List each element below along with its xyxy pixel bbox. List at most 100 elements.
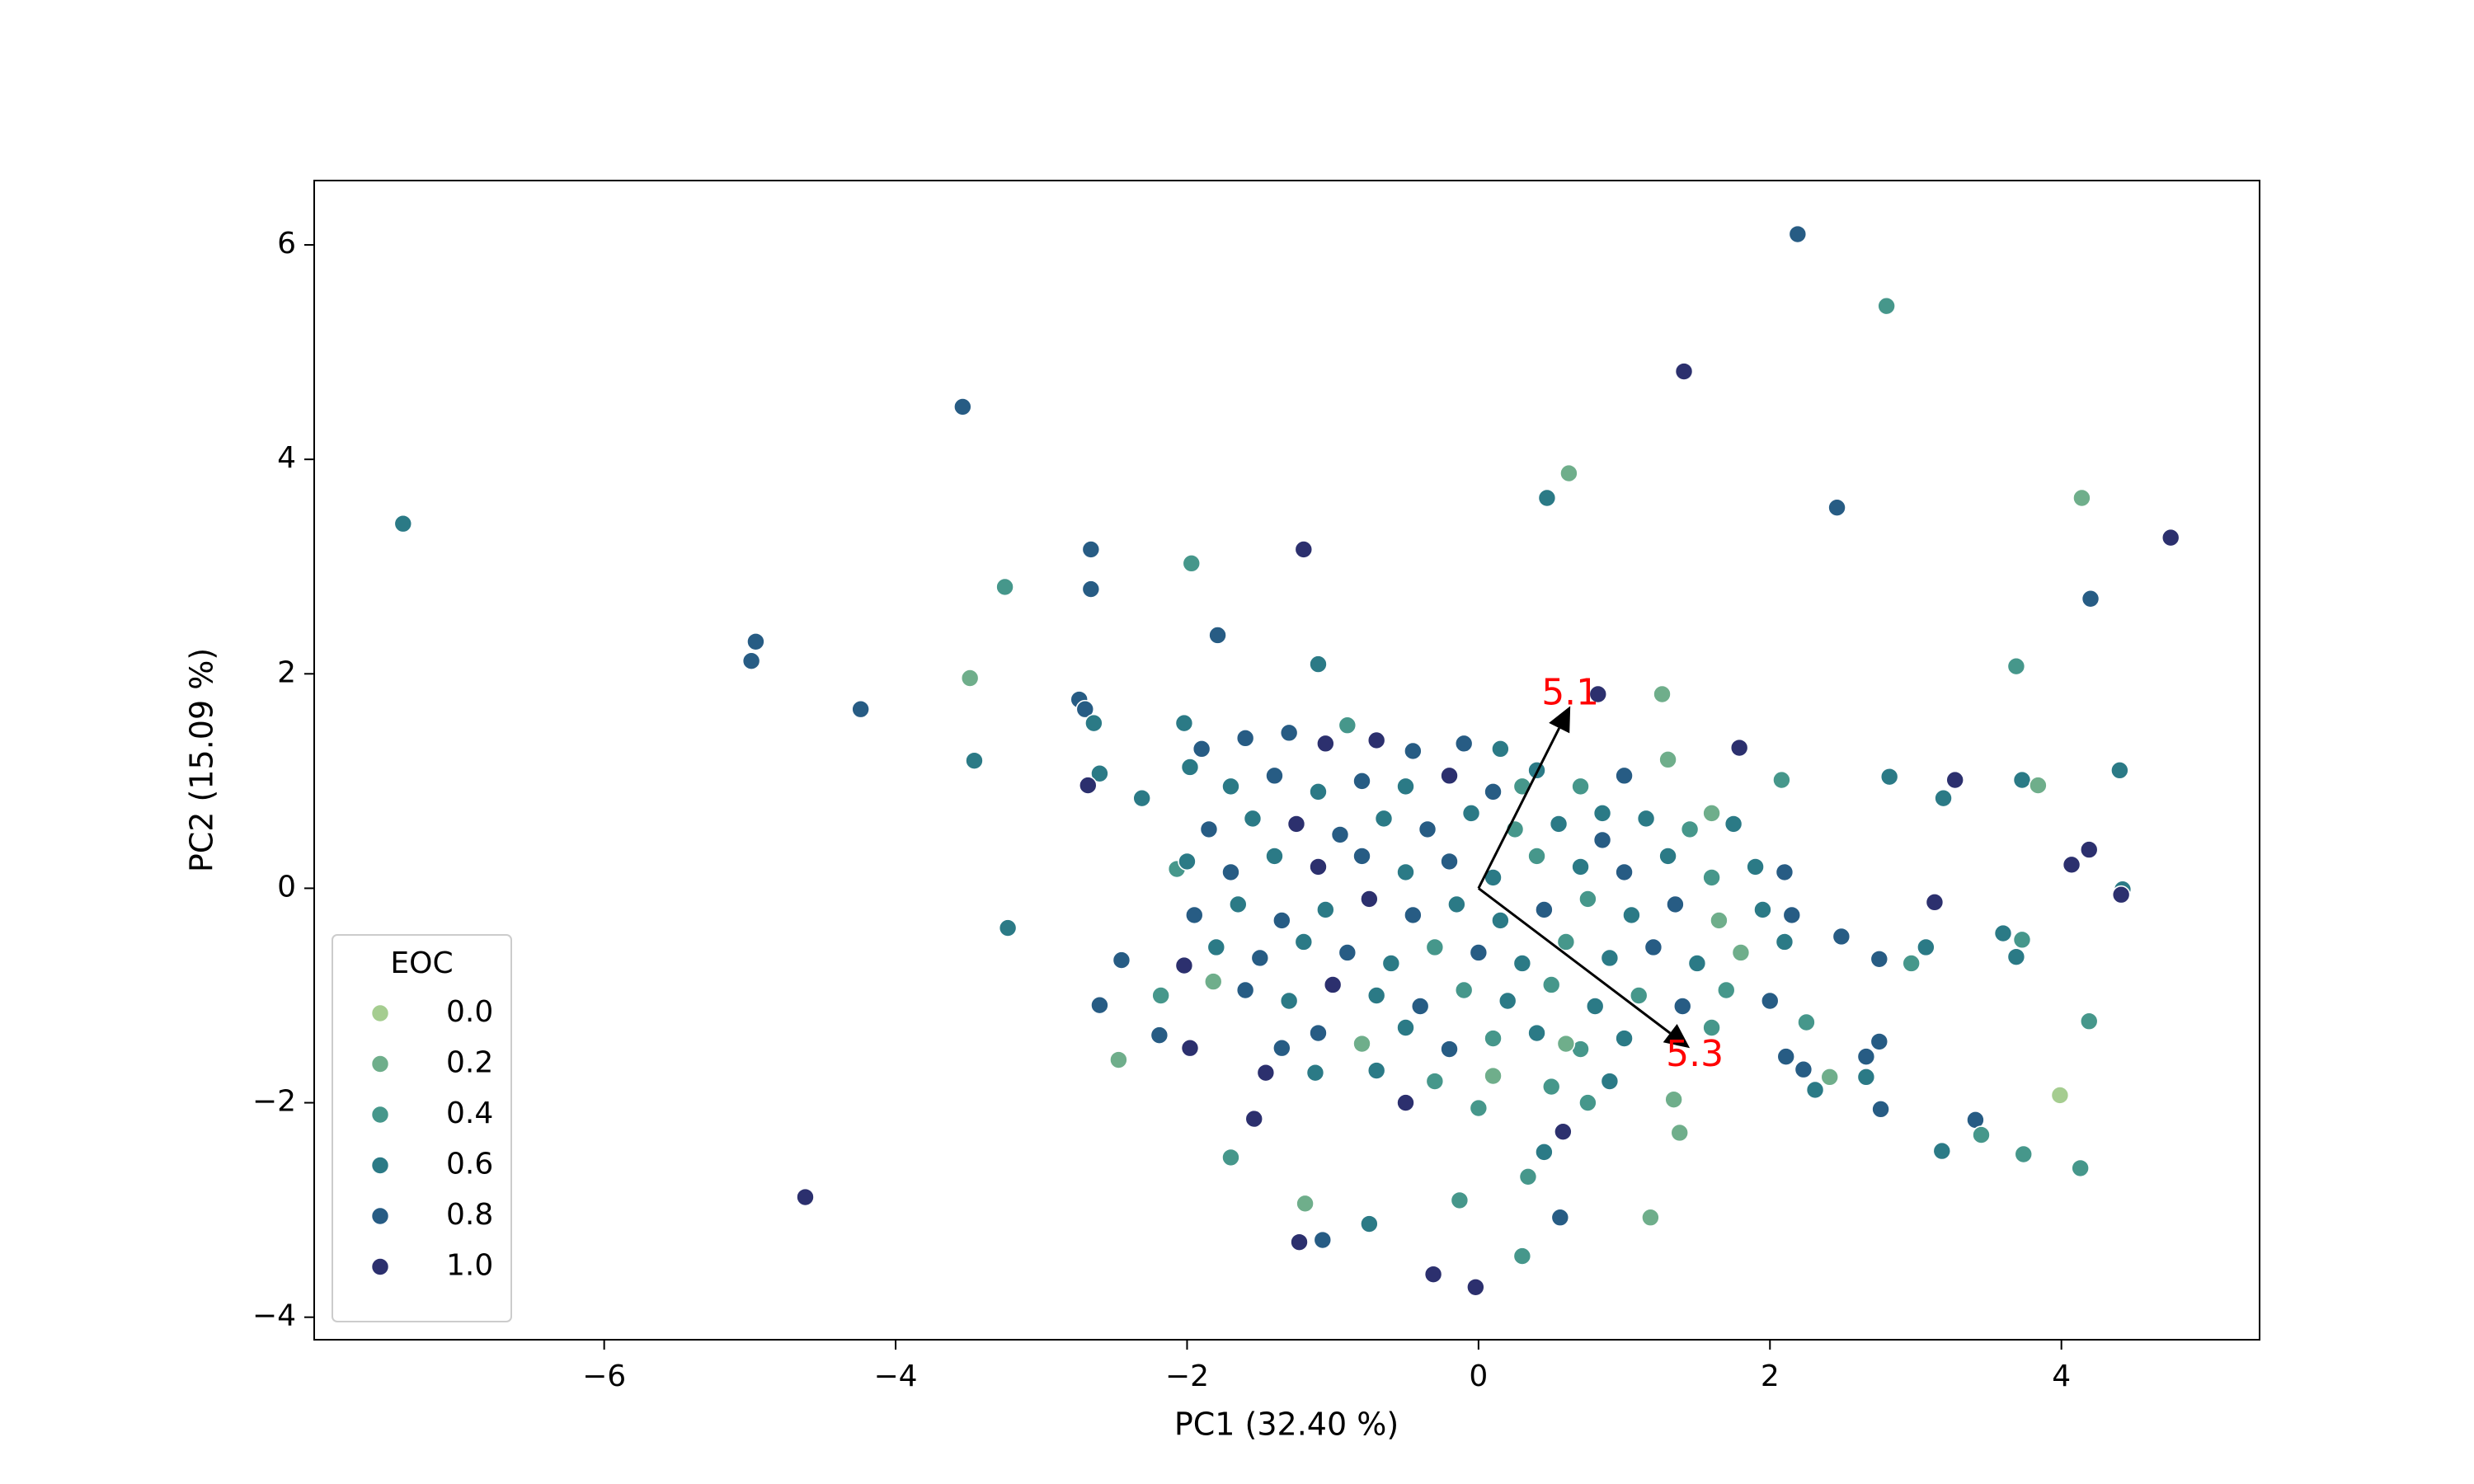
- legend-marker: [370, 1105, 390, 1125]
- point: [1360, 1214, 1379, 1233]
- point: [1670, 1123, 1690, 1143]
- point: [1832, 927, 1851, 946]
- point: [796, 1187, 815, 1207]
- point: [1425, 1072, 1445, 1091]
- point: [1450, 1190, 1470, 1210]
- point: [1084, 713, 1103, 733]
- point: [1418, 819, 1437, 839]
- x-tick-label: −4: [874, 1360, 918, 1393]
- point: [2012, 930, 2032, 950]
- point: [2079, 840, 2099, 859]
- point: [1366, 986, 1386, 1005]
- y-tick-label: 2: [277, 655, 296, 689]
- point: [1316, 734, 1335, 754]
- point: [953, 397, 972, 416]
- point: [1932, 1141, 1952, 1161]
- point: [1592, 804, 1612, 823]
- y-tick-label: 0: [277, 870, 296, 904]
- point: [1440, 766, 1459, 786]
- point: [1641, 1208, 1660, 1228]
- point: [1461, 804, 1481, 823]
- point: [1440, 1040, 1459, 1059]
- point: [1404, 741, 1423, 761]
- point: [1672, 997, 1692, 1016]
- point: [1702, 804, 1721, 823]
- point: [1425, 937, 1445, 957]
- legend-label: 0.2: [446, 1046, 493, 1080]
- point: [1615, 862, 1634, 882]
- point: [1512, 954, 1532, 973]
- point: [1178, 852, 1197, 871]
- point: [1549, 815, 1569, 834]
- point: [995, 577, 1014, 597]
- legend-marker: [370, 1206, 390, 1226]
- point: [1917, 937, 1935, 957]
- point: [1316, 900, 1335, 919]
- point: [1423, 1265, 1443, 1284]
- point: [1208, 626, 1227, 645]
- point: [1856, 1047, 1876, 1066]
- point: [1272, 1038, 1291, 1058]
- point: [1559, 463, 1578, 483]
- point: [2029, 776, 2048, 795]
- point: [1279, 723, 1299, 743]
- point: [1396, 1093, 1415, 1112]
- point: [1309, 655, 1328, 674]
- point: [1664, 1090, 1683, 1109]
- point: [1585, 997, 1605, 1016]
- point: [1265, 766, 1284, 786]
- point: [1600, 948, 1620, 968]
- point: [1206, 937, 1226, 957]
- point: [1484, 1066, 1503, 1086]
- point: [2072, 488, 2091, 508]
- legend-title: EOC: [390, 946, 453, 980]
- point: [1658, 847, 1677, 866]
- loading-arrow: [1477, 727, 1561, 890]
- point: [1447, 895, 1466, 914]
- point: [1820, 1068, 1840, 1087]
- point: [1309, 1023, 1328, 1043]
- legend-box: [332, 934, 512, 1322]
- point: [1658, 750, 1677, 769]
- point: [1571, 857, 1590, 876]
- point: [1541, 975, 1561, 994]
- arrow-label: 5.3: [1666, 1033, 1724, 1075]
- point: [1182, 554, 1202, 573]
- point: [1687, 954, 1707, 973]
- point: [1934, 788, 1953, 808]
- point: [1235, 980, 1255, 1000]
- point: [1870, 1032, 1889, 1051]
- point: [1313, 1230, 1333, 1250]
- point: [1772, 770, 1791, 790]
- point: [746, 632, 765, 651]
- point: [1305, 1063, 1325, 1082]
- point: [1870, 949, 1889, 969]
- point: [1871, 1100, 1890, 1119]
- point: [2071, 1158, 2090, 1178]
- point: [1454, 734, 1474, 754]
- point: [1075, 699, 1095, 719]
- point: [1199, 819, 1219, 839]
- point: [1512, 1247, 1532, 1266]
- point: [1592, 830, 1612, 850]
- point: [1469, 1098, 1489, 1118]
- point: [1229, 895, 1248, 914]
- point: [1541, 1077, 1561, 1097]
- point: [1797, 1012, 1816, 1032]
- point: [960, 669, 980, 688]
- point: [741, 651, 761, 670]
- legend-label: 1.0: [446, 1249, 493, 1283]
- point: [1571, 777, 1590, 796]
- point: [1653, 684, 1672, 704]
- point: [1556, 932, 1576, 951]
- point: [1644, 937, 1663, 957]
- point: [1192, 740, 1211, 758]
- point: [1491, 911, 1510, 930]
- legend: EOC 0.0 0.2 0.4 0.6 0.8 1.0: [332, 934, 512, 1322]
- point: [1235, 729, 1255, 748]
- point: [1352, 847, 1371, 866]
- point: [1535, 900, 1554, 919]
- point: [1279, 991, 1299, 1011]
- point: [1081, 540, 1101, 559]
